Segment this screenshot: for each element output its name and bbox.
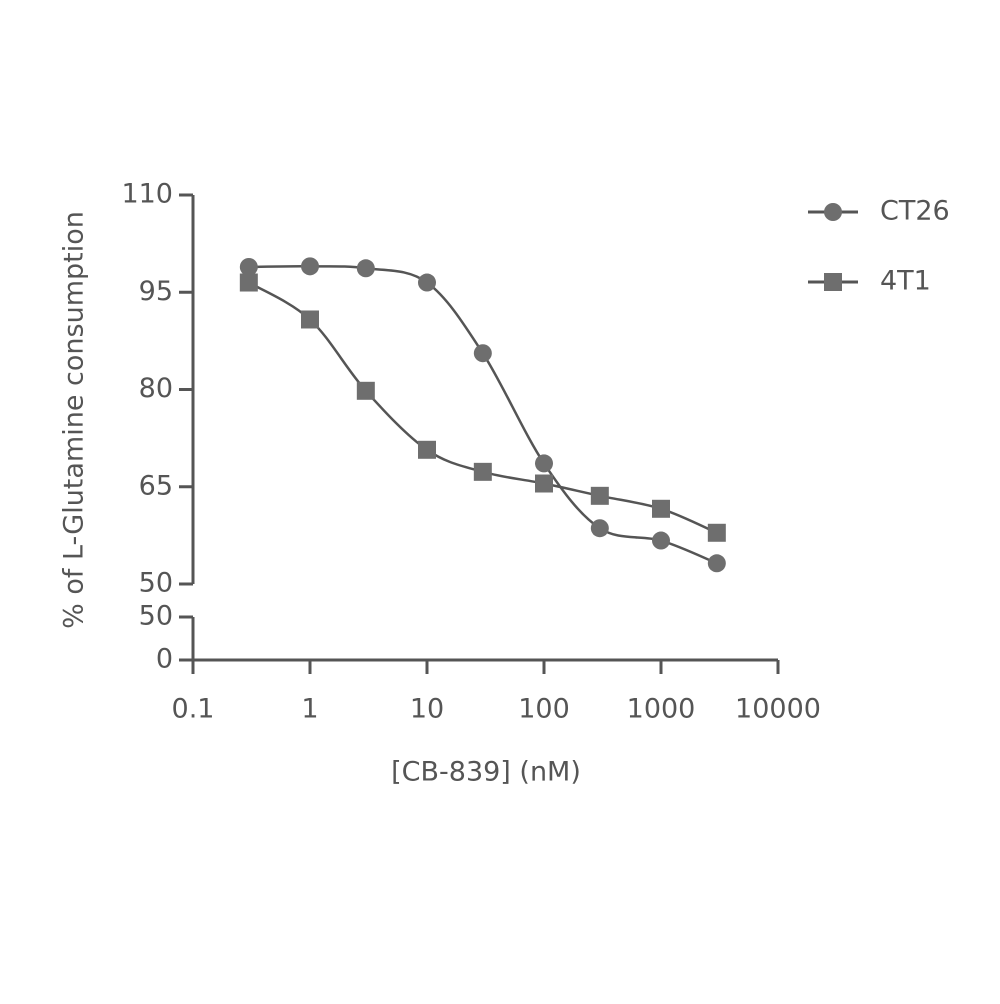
y-tick-label: 110 [121,179,173,210]
fit-line [248,265,718,565]
data-point [239,273,258,292]
y-axis-label: % of L-Glutamine consumption [59,211,90,629]
data-point [473,462,492,481]
data-point [590,486,609,505]
data-point [418,273,436,292]
data-point [239,257,258,276]
data-point [301,310,319,329]
x-axis-label: [CB-839] (nM) [391,757,581,788]
data-point [652,499,670,518]
data-point [356,259,375,278]
y-tick-label: 0 [156,644,173,675]
x-tick-label: 1 [301,694,318,725]
y-tick-label: 95 [139,276,173,307]
legend-marker [824,273,842,291]
data-point [707,523,726,542]
y-tick-label: 50 [139,568,173,599]
x-tick-label: 1000 [627,694,696,725]
x-tick-label: 10000 [735,694,821,725]
data-point [301,257,319,276]
y-tick-label: 65 [139,470,173,501]
data-point [590,519,609,538]
legend-label: 4T1 [880,266,931,297]
data-point [707,554,726,573]
data-point [535,474,553,493]
legend-label: CT26 [880,196,950,227]
fit-line [248,281,718,534]
x-tick-label: 0.1 [172,694,215,725]
y-tick-label: 80 [139,373,173,404]
data-point [535,454,553,473]
data-point [356,381,375,400]
data-point [473,344,492,363]
legend-marker [824,203,842,221]
data-point [418,440,436,459]
x-tick-label: 100 [518,694,570,725]
data-point [652,531,670,550]
y-tick-label: 50 [139,601,173,632]
x-tick-label: 10 [410,694,444,725]
